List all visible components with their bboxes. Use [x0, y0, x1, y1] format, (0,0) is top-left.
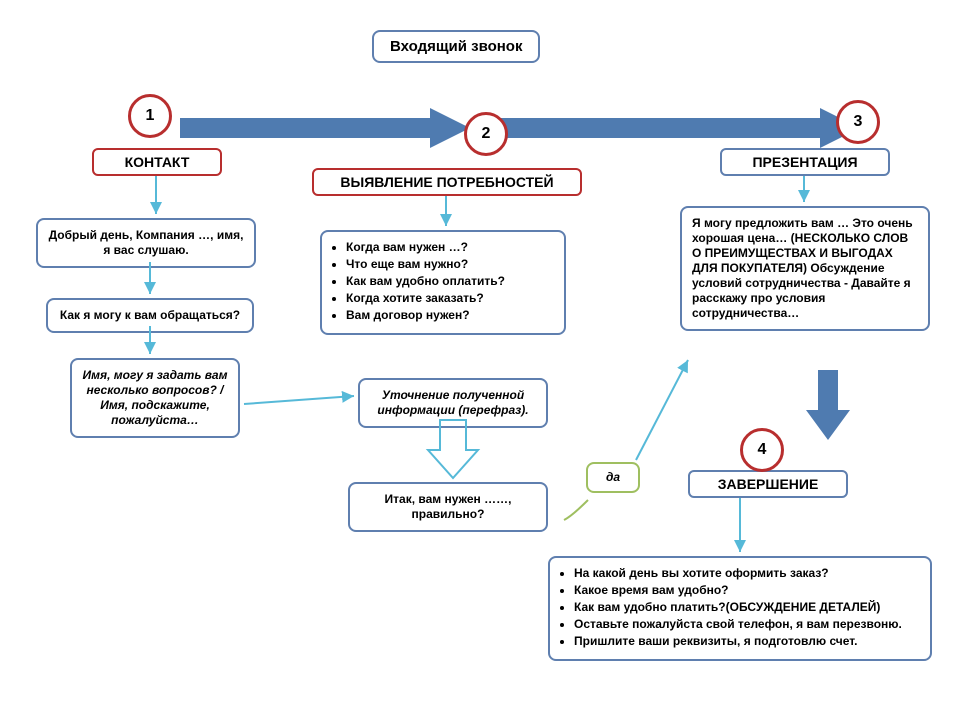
closing-list: На какой день вы хотите оформить заказ? … — [560, 566, 920, 649]
stage-label-1: КОНТАКТ — [92, 148, 222, 176]
presentation-text: Я могу предложить вам … Это очень хороша… — [692, 216, 913, 320]
script-confirm: Итак, вам нужен ……, правильно? — [348, 482, 548, 532]
q-item: Когда хотите заказать? — [346, 291, 554, 306]
flowchart-canvas: Входящий звонок 1 КОНТАКТ 2 ВЫЯВЛЕНИЕ ПО… — [0, 0, 960, 720]
questions-list: Когда вам нужен …? Что еще вам нужно? Ка… — [332, 240, 554, 323]
callout-yes: да — [586, 462, 640, 493]
script-questions: Когда вам нужен …? Что еще вам нужно? Ка… — [320, 230, 566, 335]
q-item: Когда вам нужен …? — [346, 240, 554, 255]
close-item: Оставьте пожалуйста свой телефон, я вам … — [574, 617, 920, 632]
diagram-title: Входящий звонок — [372, 30, 540, 63]
q-item: Вам договор нужен? — [346, 308, 554, 323]
script-clarify: Уточнение полученной информации (перефра… — [358, 378, 548, 428]
stage-number-3: 3 — [836, 100, 880, 144]
q-item: Что еще вам нужно? — [346, 257, 554, 272]
script-closing: На какой день вы хотите оформить заказ? … — [548, 556, 932, 661]
stage-label-4: ЗАВЕРШЕНИЕ — [688, 470, 848, 498]
close-item: Как вам удобно платить?(ОБСУЖДЕНИЕ ДЕТАЛ… — [574, 600, 920, 615]
script-may-i-ask: Имя, могу я задать вам несколько вопросо… — [70, 358, 240, 438]
stage-number-2: 2 — [464, 112, 508, 156]
stage-label-3: ПРЕЗЕНТАЦИЯ — [720, 148, 890, 176]
close-item: На какой день вы хотите оформить заказ? — [574, 566, 920, 581]
stage-number-4: 4 — [740, 428, 784, 472]
script-presentation: Я могу предложить вам … Это очень хороша… — [680, 206, 930, 331]
script-greeting: Добрый день, Компания …, имя, я вас слуш… — [36, 218, 256, 268]
stage-label-2: ВЫЯВЛЕНИЕ ПОТРЕБНОСТЕЙ — [312, 168, 582, 196]
q-item: Как вам удобно оплатить? — [346, 274, 554, 289]
script-ask-name: Как я могу к вам обращаться? — [46, 298, 254, 333]
close-item: Пришлите ваши реквизиты, я подготовлю сч… — [574, 634, 920, 649]
close-item: Какое время вам удобно? — [574, 583, 920, 598]
stage-number-1: 1 — [128, 94, 172, 138]
